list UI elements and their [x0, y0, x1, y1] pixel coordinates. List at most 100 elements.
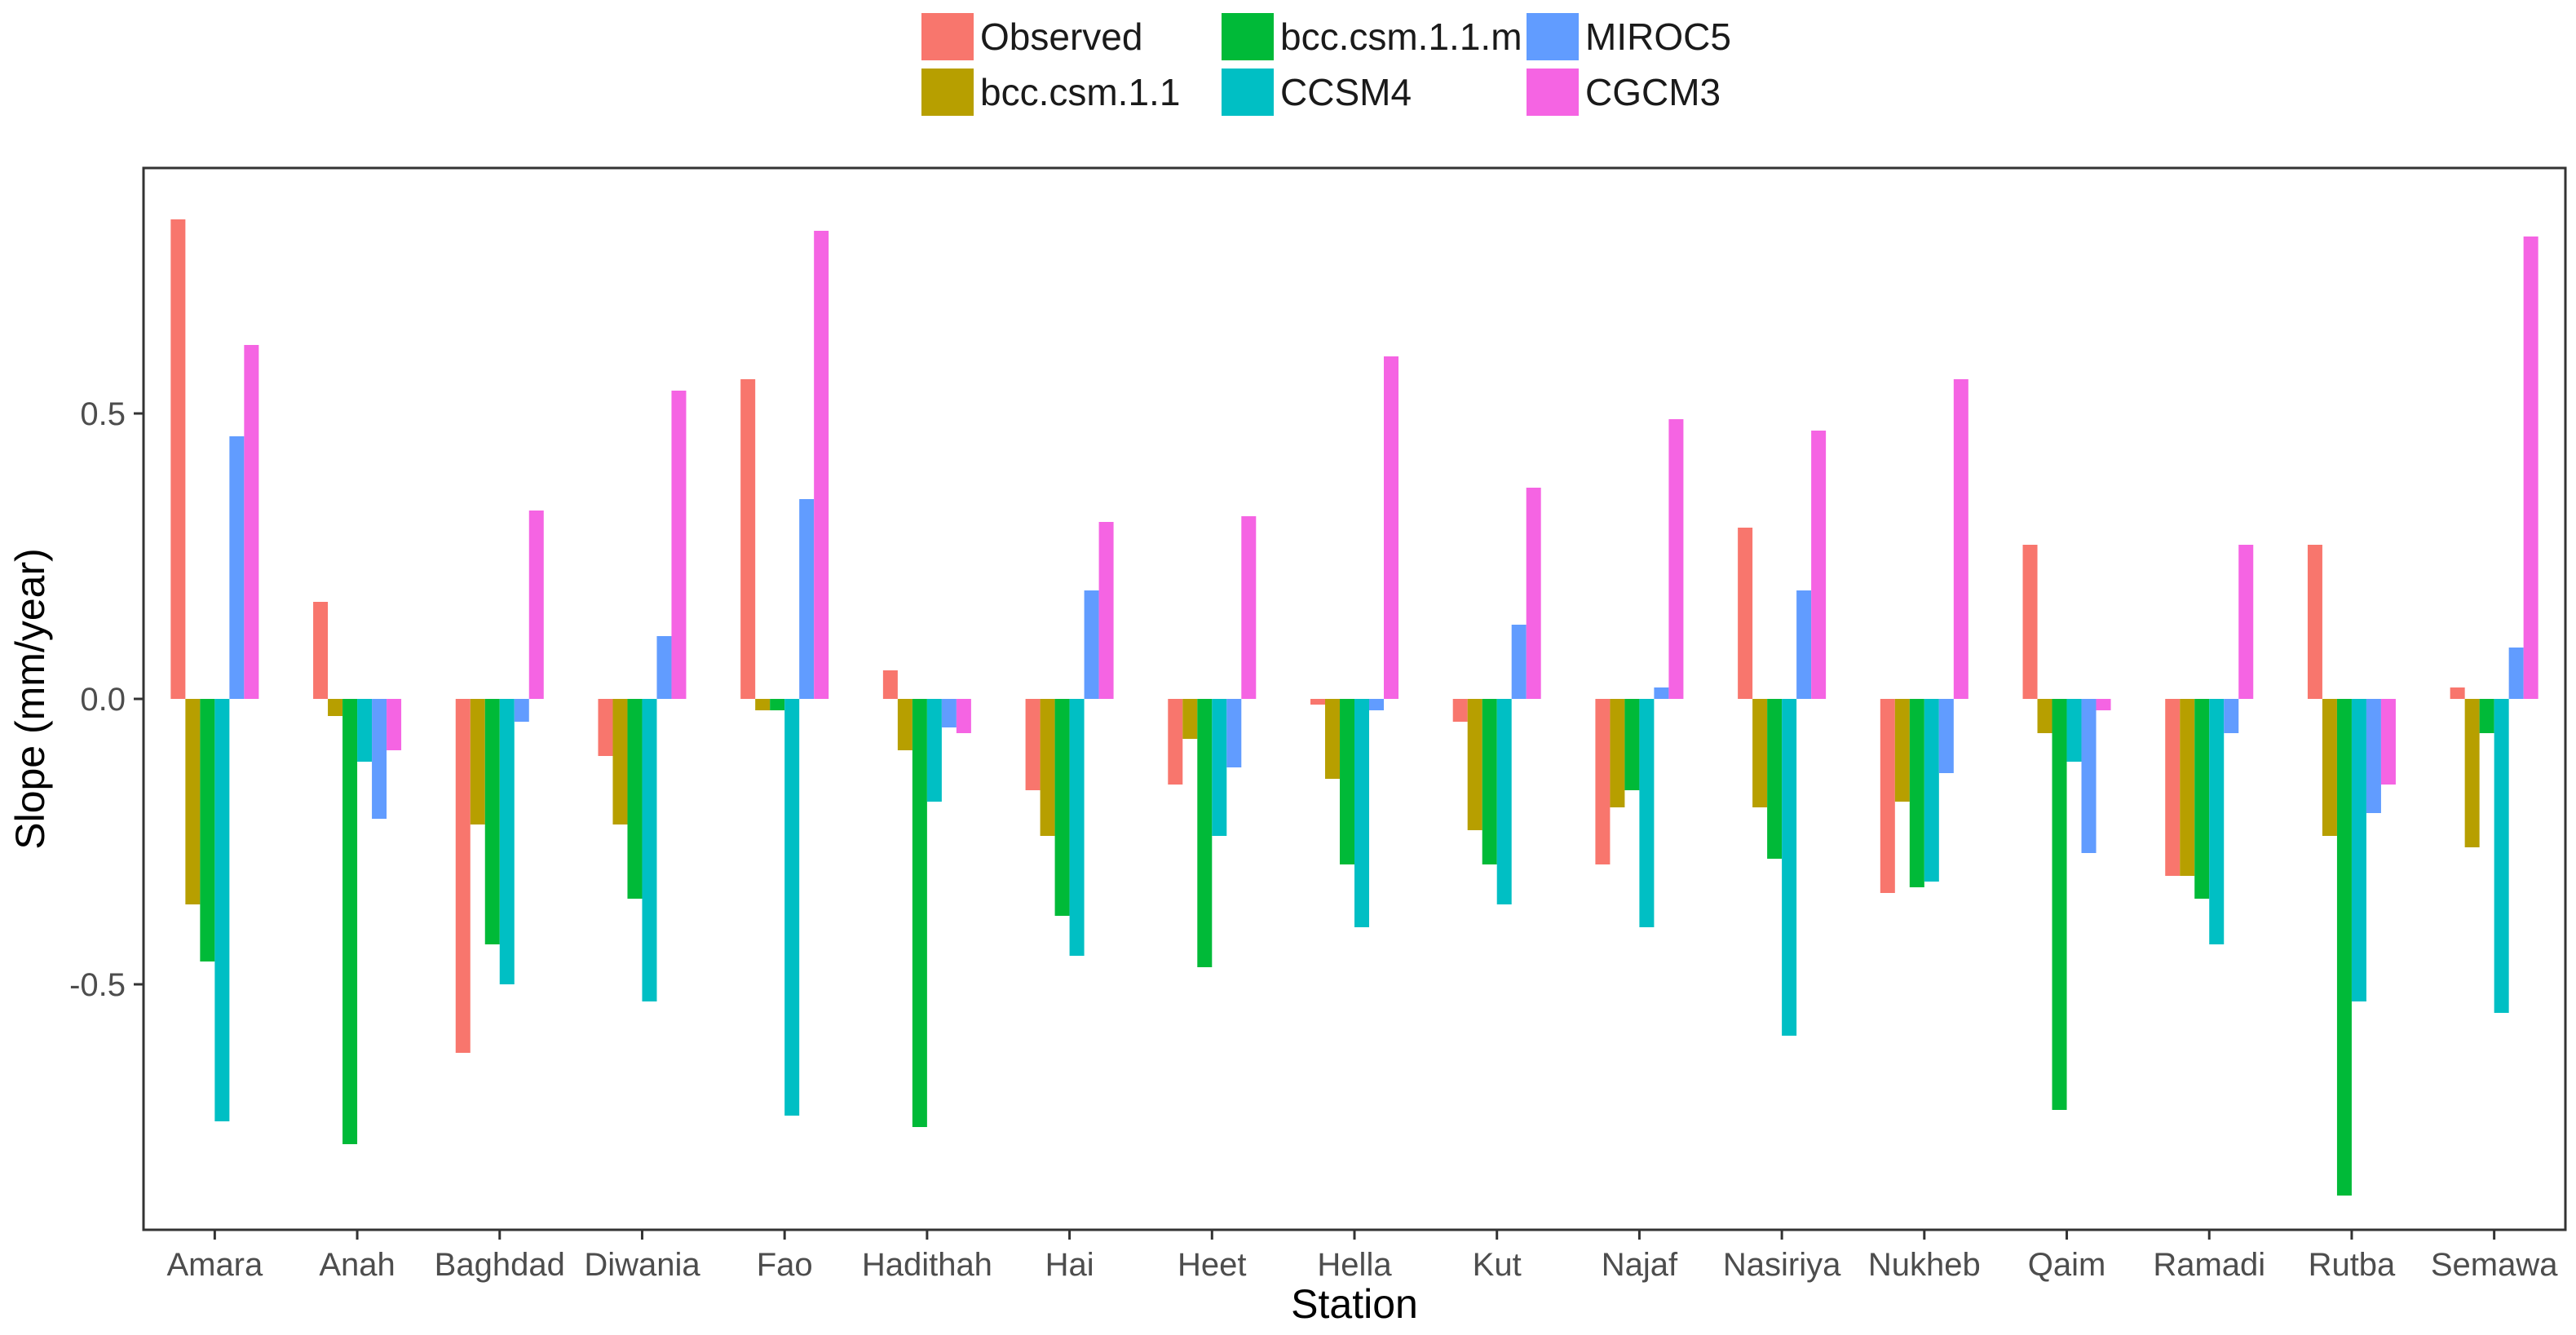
bar-qaim-observed [2022, 545, 2038, 699]
x-tick-label: Nukheb [1868, 1247, 1981, 1283]
bar-najaf-ccsm4 [1639, 699, 1655, 927]
bar-hella-ccsm4 [1354, 699, 1369, 927]
bar-rutba-miroc5 [2366, 699, 2381, 813]
legend-swatch-ccsm4 [1222, 69, 1274, 116]
bar-nasiriya-ccsm4 [1782, 699, 1797, 1036]
bar-kut-bcc-csm-1-1-m [1482, 699, 1497, 864]
bar-heet-cgcm3 [1241, 516, 1257, 699]
bar-amara-bcc-csm-1-1-m [200, 699, 215, 961]
x-tick-label: Qaim [2028, 1247, 2106, 1283]
bar-hadithah-bcc-csm-1-1-m [912, 699, 927, 1127]
x-axis-title: Station [1291, 1281, 1418, 1327]
x-tick-label: Hella [1317, 1247, 1392, 1283]
bar-baghdad-miroc5 [514, 699, 529, 722]
bar-nukheb-bcc-csm-1-1-m [1909, 699, 1924, 887]
bar-amara-ccsm4 [214, 699, 230, 1121]
bar-semawa-cgcm3 [2523, 236, 2538, 699]
bar-fao-bcc-csm-1-1-m [770, 699, 785, 710]
legend-item-bcc-csm-1-1: bcc.csm.1.1 [921, 67, 1180, 117]
bar-qaim-bcc-csm-1-1 [2037, 699, 2052, 733]
bar-qaim-cgcm3 [2096, 699, 2111, 710]
bar-baghdad-cgcm3 [528, 511, 544, 699]
bar-fao-ccsm4 [784, 699, 800, 1116]
bar-nukheb-miroc5 [1938, 699, 1954, 773]
bar-ramadi-observed [2165, 699, 2181, 876]
x-tick-label: Amara [166, 1247, 263, 1283]
bar-hella-bcc-csm-1-1-m [1340, 699, 1354, 864]
legend-swatch-bcc-csm-1-1-m [1222, 13, 1274, 60]
bar-hai-ccsm4 [1069, 699, 1085, 956]
bar-hella-miroc5 [1369, 699, 1384, 710]
bar-rutba-ccsm4 [2351, 699, 2366, 1001]
legend-swatch-miroc5 [1527, 13, 1579, 60]
bar-hella-observed [1310, 699, 1325, 705]
bar-amara-cgcm3 [244, 345, 259, 699]
legend-swatch-cgcm3 [1527, 69, 1579, 116]
bar-ramadi-bcc-csm-1-1 [2180, 699, 2195, 876]
legend-label-miroc5: MIROC5 [1585, 15, 1731, 58]
chart-legend: Observed bcc.csm.1.1 bcc.csm.1.1.m CCSM4… [921, 7, 1835, 121]
bar-nukheb-observed [1880, 699, 1895, 893]
bar-kut-observed [1452, 699, 1468, 722]
x-tick-label: Baghdad [435, 1247, 565, 1283]
bar-kut-bcc-csm-1-1 [1467, 699, 1482, 830]
bar-diwania-ccsm4 [642, 699, 657, 1001]
bar-diwania-bcc-csm-1-1-m [627, 699, 643, 899]
bar-rutba-bcc-csm-1-1 [2322, 699, 2337, 836]
bar-ramadi-ccsm4 [2209, 699, 2225, 944]
x-tick-label: Diwania [584, 1247, 700, 1283]
legend-item-ccsm4: CCSM4 [1222, 67, 1412, 117]
bar-hadithah-miroc5 [941, 699, 957, 727]
bar-najaf-bcc-csm-1-1-m [1624, 699, 1640, 790]
bar-semawa-observed [2450, 687, 2465, 699]
x-tick-label: Najaf [1602, 1247, 1678, 1283]
bar-hai-bcc-csm-1-1 [1040, 699, 1055, 836]
bar-kut-ccsm4 [1496, 699, 1512, 904]
y-axis-ticks: -0.5 0.0 0.5 [69, 396, 144, 1003]
bar-hai-cgcm3 [1098, 522, 1114, 699]
legend-item-miroc5: MIROC5 [1527, 11, 1731, 62]
x-tick-label: Ramadi [2153, 1247, 2265, 1283]
bar-heet-bcc-csm-1-1-m [1197, 699, 1213, 967]
bar-hadithah-cgcm3 [956, 699, 971, 733]
bar-hella-cgcm3 [1384, 356, 1398, 699]
x-tick-label: Hadithah [862, 1247, 992, 1283]
x-tick-label: Kut [1473, 1247, 1522, 1283]
bar-rutba-cgcm3 [2380, 699, 2396, 785]
bar-semawa-ccsm4 [2494, 699, 2509, 1013]
x-tick-label: Semawa [2431, 1247, 2558, 1283]
bar-heet-miroc5 [1226, 699, 1242, 767]
bar-qaim-bcc-csm-1-1-m [2052, 699, 2067, 1110]
bar-hadithah-ccsm4 [926, 699, 942, 802]
legend-label-ccsm4: CCSM4 [1280, 71, 1412, 113]
bar-nasiriya-bcc-csm-1-1-m [1767, 699, 1783, 859]
bar-fao-miroc5 [799, 499, 815, 699]
bar-anah-cgcm3 [387, 699, 402, 750]
bar-baghdad-ccsm4 [499, 699, 515, 984]
legend-label-cgcm3: CGCM3 [1585, 71, 1721, 113]
legend-label-observed: Observed [980, 15, 1143, 58]
bar-najaf-observed [1595, 699, 1611, 864]
bar-diwania-observed [598, 699, 613, 756]
bar-nukheb-cgcm3 [1953, 379, 1968, 699]
bar-anah-bcc-csm-1-1 [328, 699, 343, 716]
y-tick-label: 0.0 [80, 682, 126, 718]
legend-label-bcc-csm-1-1-m: bcc.csm.1.1.m [1280, 15, 1522, 58]
bar-semawa-bcc-csm-1-1-m [2479, 699, 2494, 733]
bar-semawa-bcc-csm-1-1 [2464, 699, 2480, 847]
y-tick-label: 0.5 [80, 396, 126, 432]
x-tick-label: Fao [757, 1247, 813, 1283]
bar-najaf-bcc-csm-1-1 [1610, 699, 1625, 807]
x-tick-label: Rutba [2309, 1247, 2396, 1283]
bar-anah-miroc5 [372, 699, 387, 819]
bar-nukheb-bcc-csm-1-1 [1894, 699, 1910, 802]
bar-heet-bcc-csm-1-1 [1182, 699, 1198, 739]
bar-najaf-cgcm3 [1668, 419, 1684, 699]
bar-baghdad-observed [455, 699, 471, 1053]
legend-item-observed: Observed [921, 11, 1142, 62]
bar-ramadi-cgcm3 [2238, 545, 2254, 699]
bar-najaf-miroc5 [1654, 687, 1669, 699]
bar-baghdad-bcc-csm-1-1-m [484, 699, 500, 944]
x-tick-label: Hai [1045, 1247, 1094, 1283]
bar-fao-cgcm3 [814, 231, 829, 699]
